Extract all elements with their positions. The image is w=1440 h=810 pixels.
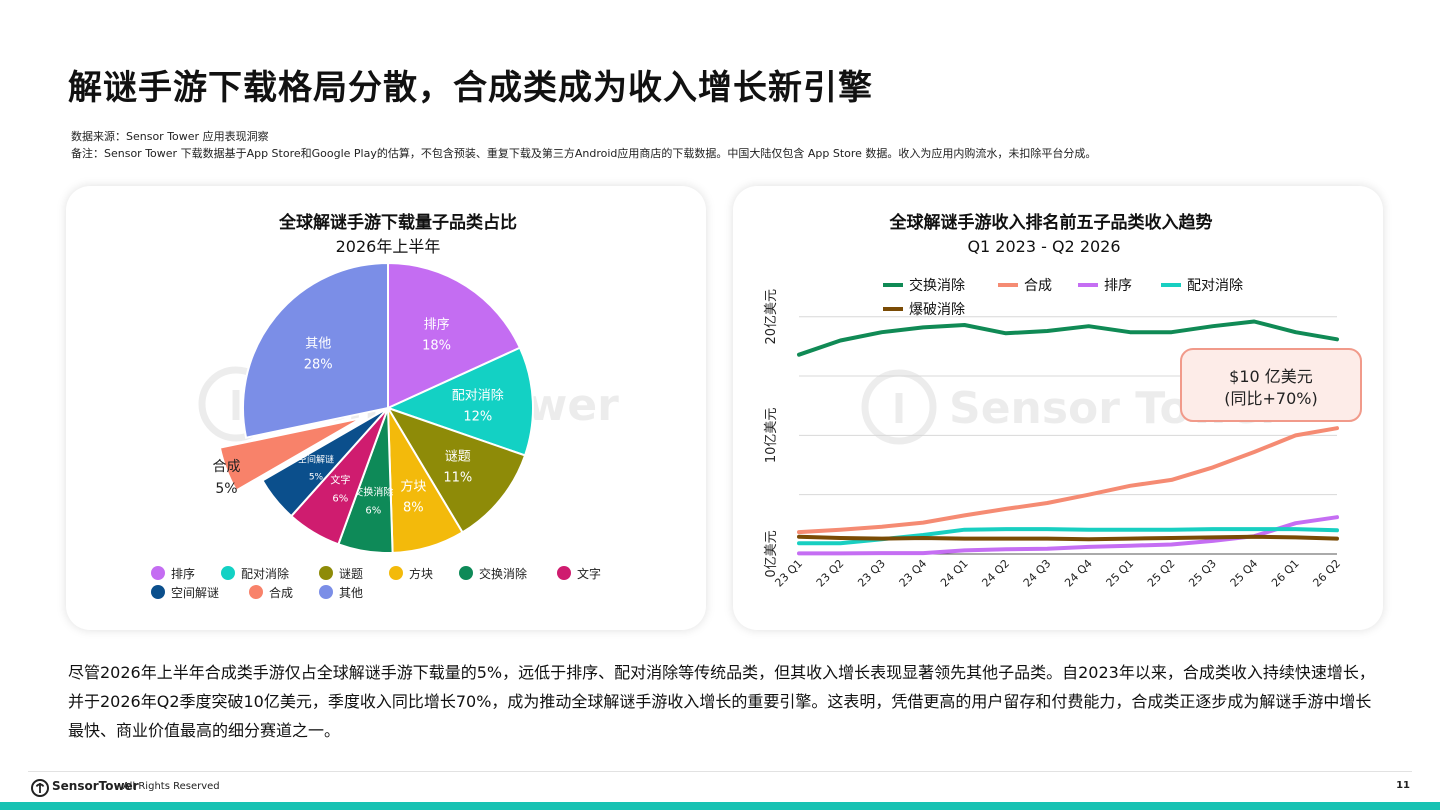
- annotation-box: [1180, 348, 1362, 422]
- legend-marker: [319, 585, 333, 599]
- line-chart-panel: Sensor Tower 全球解谜手游收入排名前五子品类收入趋势 Q1 2023 -…: [733, 186, 1383, 630]
- pie-slice: [385, 406, 527, 534]
- x-tick-label: 23 Q3: [855, 557, 888, 590]
- pie-slice: [242, 261, 389, 439]
- legend-label: 配对消除: [241, 566, 289, 581]
- pie-slice-label: 交换消除: [353, 486, 393, 499]
- x-tick-label: 25 Q3: [1186, 557, 1219, 590]
- series-line: [797, 534, 1339, 542]
- pie-slice-value: 8%: [403, 500, 424, 515]
- x-tick-label: 23 Q4: [897, 557, 930, 590]
- pie-slice-value: 28%: [304, 357, 333, 372]
- summary-paragraph: 尽管2026年上半年合成类手游仅占全球解谜手游下载量的5%，远低于排序、配对消除…: [68, 663, 1375, 740]
- legend-label: 其他: [339, 586, 363, 600]
- pie-slice-label: 排序: [424, 317, 450, 332]
- pie-slice-label: 其他: [305, 336, 331, 351]
- pie-slice-label: 配对消除: [452, 389, 504, 404]
- legend-marker: [151, 566, 165, 580]
- pie-slice-label: 文字: [330, 474, 350, 487]
- legend-marker: [459, 566, 473, 580]
- pie-chart-title: 全球解谜手游下载量子品类占比: [278, 212, 517, 233]
- legend-marker: [249, 585, 263, 599]
- pie-slice-label: 谜题: [445, 450, 471, 465]
- series-line: [797, 426, 1339, 535]
- footer-divider: [28, 771, 1412, 772]
- legend-marker: [389, 566, 403, 580]
- pie-slice-value: 5%: [215, 481, 237, 497]
- legend-label: 排序: [1104, 278, 1132, 294]
- sensor-tower-logo-icon: [31, 779, 49, 797]
- legend-marker: [221, 566, 235, 580]
- pie-slice: [385, 346, 534, 457]
- legend-label: 合成: [1024, 278, 1052, 294]
- line-chart-title: 全球解谜手游收入排名前五子品类收入趋势: [889, 212, 1213, 233]
- pie-slice-value: 11%: [443, 471, 472, 486]
- pie-slice-value: 6%: [332, 494, 348, 505]
- annotation-growth: (同比+70%): [1224, 389, 1317, 408]
- pie-slice: [387, 261, 522, 410]
- pie-slice-value: 12%: [463, 410, 492, 425]
- pie-slice-value: 18%: [422, 338, 451, 353]
- legend-label: 合成: [269, 585, 293, 600]
- legend-label: 交换消除: [479, 566, 527, 581]
- pie-slice-label: 方块: [400, 478, 426, 494]
- y-tick-label: 0亿美元: [764, 530, 779, 577]
- x-tick-label: 24 Q3: [1021, 557, 1054, 590]
- pie-slice-label: 空间解谜: [298, 454, 334, 466]
- pie-chart: Sensor Tower全球解谜手游下载量子品类占比2026年上半年排序18%配…: [151, 212, 619, 600]
- line-chart-subtitle: Q1 2023 - Q2 2026: [967, 237, 1120, 256]
- pie-chart-panel: Sensor Tower全球解谜手游下载量子品类占比2026年上半年排序18%配…: [66, 186, 706, 630]
- pie-chart-subtitle: 2026年上半年: [336, 237, 441, 256]
- page-number: 11: [1396, 780, 1410, 791]
- legend-label: 交换消除: [909, 277, 965, 294]
- legend-label: 谜题: [339, 567, 363, 581]
- x-tick-label: 26 Q1: [1269, 557, 1302, 590]
- legend-label: 爆破消除: [909, 302, 965, 318]
- notes: 数据来源：Sensor Tower 应用表现洞察 备注：Sensor Tower…: [71, 128, 1096, 162]
- pie-slice: [261, 407, 389, 518]
- bottom-accent-bar: [0, 802, 1440, 810]
- legend-label: 排序: [171, 566, 195, 581]
- page-title: 解谜手游下载格局分散，合成类成为收入增长新引擎: [68, 68, 873, 108]
- legend-label: 文字: [577, 566, 601, 581]
- x-tick-label: 25 Q4: [1228, 557, 1261, 590]
- footer-rights: - All Rights Reserved: [116, 781, 220, 792]
- legend-marker: [557, 566, 571, 580]
- legend-marker: [319, 566, 333, 580]
- watermark-logo-icon: [861, 369, 937, 445]
- data-source-note: 数据来源：Sensor Tower 应用表现洞察: [71, 130, 269, 143]
- remark-note: 备注：Sensor Tower 下载数据基于App Store和Google P…: [71, 147, 1097, 160]
- x-tick-label: 24 Q2: [979, 557, 1012, 590]
- legend-label: 空间解谜: [171, 586, 219, 600]
- x-tick-label: 26 Q2: [1310, 557, 1343, 590]
- x-tick-label: 24 Q1: [938, 557, 971, 590]
- annotation-value: $10 亿美元: [1229, 367, 1313, 386]
- x-tick-label: 23 Q2: [814, 557, 847, 590]
- pie-slice: [218, 417, 363, 492]
- legend-label: 配对消除: [1187, 278, 1243, 294]
- series-line: [797, 319, 1339, 357]
- pie-slice-value: 6%: [365, 506, 381, 517]
- y-tick-label: 10亿美元: [764, 408, 779, 464]
- legend-marker: [151, 585, 165, 599]
- x-tick-label: 25 Q1: [1104, 557, 1137, 590]
- x-tick-label: 25 Q2: [1145, 557, 1178, 590]
- legend-label: 方块: [409, 566, 433, 581]
- y-tick-label: 20亿美元: [764, 289, 779, 345]
- footer-brand: SensorTower: [52, 779, 139, 793]
- x-tick-label: 24 Q4: [1062, 557, 1095, 590]
- pie-slice-value: 5%: [309, 473, 324, 483]
- pie-slice-label: 合成: [212, 459, 240, 475]
